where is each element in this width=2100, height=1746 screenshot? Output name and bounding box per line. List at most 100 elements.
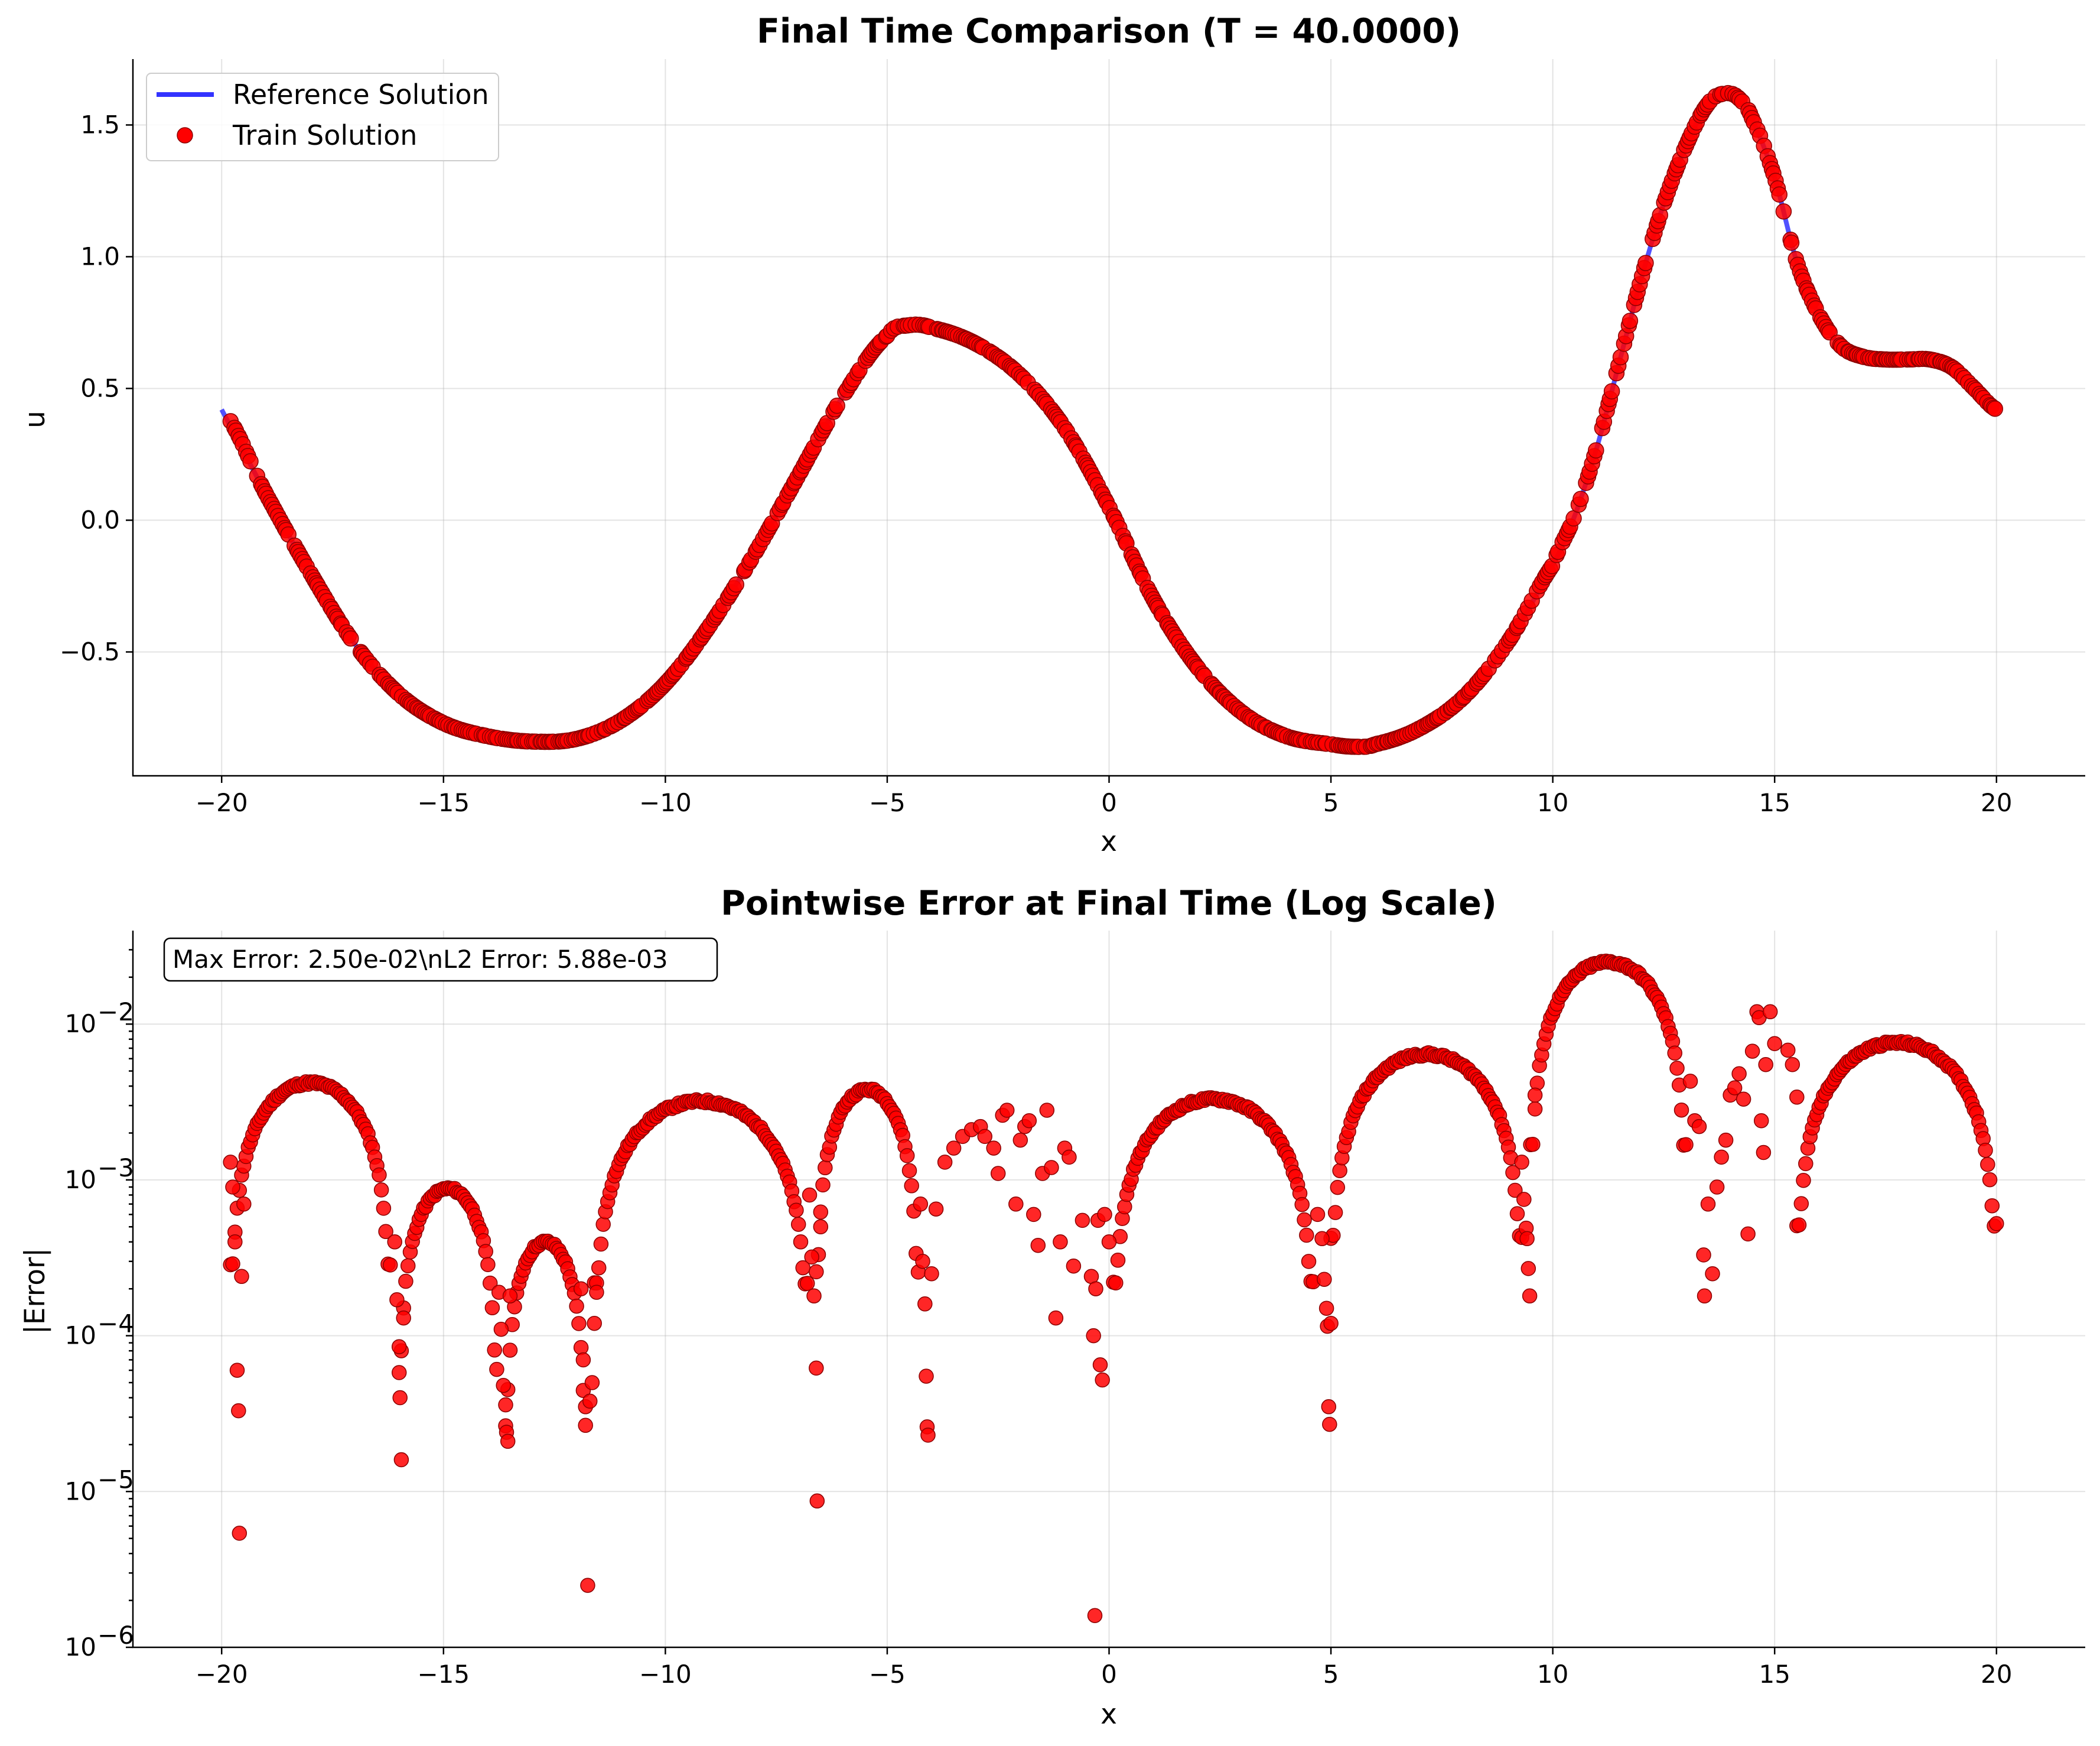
- error-point: [1086, 1328, 1101, 1344]
- error-point: [986, 1140, 1001, 1156]
- y-tick-label: 0.0: [80, 505, 120, 534]
- error-point: [904, 1178, 919, 1194]
- error-point: [977, 1129, 992, 1145]
- legend-frame: [146, 73, 499, 161]
- error-point: [1697, 1288, 1712, 1304]
- train-solution-point: [343, 630, 359, 647]
- train-solution-point: [1783, 235, 1800, 251]
- error-point: [480, 1257, 496, 1272]
- train-solution-point: [1572, 490, 1589, 508]
- legend-train-label: Train Solution: [232, 119, 417, 151]
- error-point: [789, 1202, 804, 1218]
- error-point: [393, 1452, 409, 1468]
- error-point: [582, 1393, 598, 1409]
- error-point: [1327, 1205, 1343, 1220]
- y-tick-label: 10: [65, 1009, 96, 1038]
- y-tick-exponent: −2: [97, 997, 134, 1026]
- error-point: [484, 1300, 500, 1316]
- error-point: [396, 1310, 411, 1326]
- error-point: [482, 1275, 498, 1291]
- y-tick-label: −0.5: [60, 637, 120, 666]
- error-point: [1030, 1237, 1046, 1253]
- error-point: [919, 1368, 934, 1384]
- x-tick-label: −10: [639, 1660, 692, 1689]
- error-point: [1048, 1310, 1064, 1326]
- error-point: [502, 1288, 518, 1304]
- error-point: [924, 1266, 939, 1282]
- top-chart-x-ticks: −20 −15 −10 −5 0 5 10 15 20: [196, 776, 2012, 817]
- error-point: [376, 1201, 392, 1216]
- error-point: [593, 1236, 609, 1252]
- error-point: [373, 1182, 389, 1198]
- error-point: [1095, 1372, 1110, 1388]
- error-point: [1744, 1043, 1760, 1059]
- error-point: [1021, 1113, 1037, 1129]
- error-point: [928, 1201, 944, 1217]
- error-point: [571, 1316, 587, 1331]
- error-point: [913, 1196, 929, 1212]
- error-point: [1674, 1102, 1689, 1118]
- error-point: [1525, 1136, 1541, 1152]
- error-point: [1519, 1231, 1535, 1247]
- error-point: [946, 1140, 962, 1156]
- error-point: [1066, 1258, 1082, 1274]
- error-point: [587, 1315, 602, 1331]
- x-tick-label: 20: [1981, 788, 2012, 817]
- x-tick-label: −15: [417, 788, 470, 817]
- error-point: [1088, 1281, 1103, 1296]
- y-tick-label: 0.5: [80, 373, 120, 402]
- error-point: [1514, 1155, 1529, 1170]
- bottom-chart: Pointwise Error at Final Time (Log Scale…: [19, 884, 2085, 1731]
- error-point: [569, 1298, 584, 1314]
- error-point: [387, 1234, 402, 1250]
- error-point: [1696, 1247, 1711, 1263]
- error-point: [573, 1339, 589, 1355]
- error-point: [1053, 1234, 1068, 1250]
- error-point: [1521, 1261, 1536, 1276]
- top-chart: Final Time Comparison (T = 40.0000) −20−…: [19, 12, 2085, 858]
- error-point: [1789, 1090, 1805, 1105]
- error-point: [1087, 1608, 1103, 1623]
- error-point: [1075, 1212, 1090, 1228]
- error-point: [1753, 1113, 1769, 1129]
- error-point: [1678, 1137, 1694, 1152]
- error-point: [1527, 1087, 1543, 1103]
- error-point: [818, 1160, 833, 1176]
- train-solution-point: [1637, 255, 1654, 271]
- train-solution-point: [1612, 349, 1629, 366]
- bottom-chart-error-points: [223, 953, 2004, 1623]
- error-point: [813, 1219, 829, 1235]
- x-tick-label: 15: [1759, 788, 1790, 817]
- error-point: [1736, 1091, 1751, 1107]
- error-point: [1758, 1056, 1773, 1072]
- error-point: [1727, 1080, 1743, 1095]
- train-solution-point: [1588, 442, 1604, 459]
- error-point: [1317, 1272, 1332, 1287]
- error-point: [1321, 1399, 1337, 1415]
- x-tick-label: 15: [1759, 1660, 1790, 1689]
- error-point: [584, 1375, 600, 1390]
- error-point: [595, 1217, 611, 1232]
- annotation-text: Max Error: 2.50e-02\nL2 Error: 5.88e-03: [172, 945, 668, 974]
- x-tick-label: −5: [869, 1660, 906, 1689]
- error-point: [591, 1260, 607, 1276]
- error-point: [489, 1361, 504, 1377]
- error-point: [1791, 1217, 1807, 1233]
- error-point: [1508, 1182, 1523, 1198]
- error-point: [809, 1264, 824, 1280]
- error-point: [1108, 1275, 1124, 1290]
- x-tick-label: 10: [1537, 788, 1568, 817]
- error-point: [1527, 1101, 1543, 1117]
- train-solution-point: [242, 453, 259, 470]
- y-tick-exponent: −6: [97, 1621, 134, 1650]
- train-solution-point: [728, 576, 744, 593]
- error-point: [589, 1285, 604, 1300]
- bottom-chart-annotation: Max Error: 2.50e-02\nL2 Error: 5.88e-03: [163, 937, 718, 982]
- error-point: [920, 1428, 936, 1443]
- error-point: [1740, 1226, 1756, 1242]
- error-point: [1731, 1066, 1747, 1082]
- error-point: [1505, 1165, 1521, 1181]
- y-tick-label: 10: [65, 1321, 96, 1350]
- error-point: [793, 1234, 809, 1250]
- error-point: [1667, 1045, 1682, 1061]
